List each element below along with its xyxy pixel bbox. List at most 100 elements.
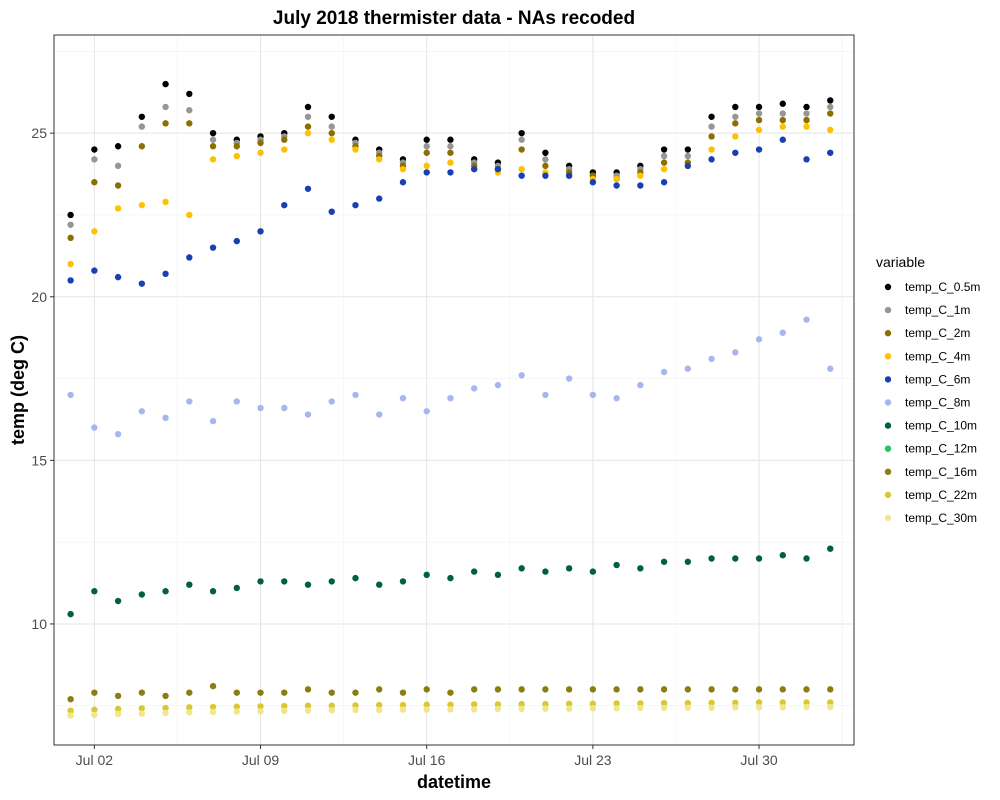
data-point	[91, 228, 98, 235]
data-point	[708, 699, 715, 706]
data-point	[352, 574, 359, 582]
data-point	[233, 237, 240, 245]
legend-key	[884, 514, 892, 522]
data-point	[470, 706, 478, 713]
data-point	[67, 260, 74, 268]
data-point	[91, 267, 98, 274]
data-point	[281, 404, 288, 412]
legend-key	[884, 468, 892, 475]
data-point	[470, 686, 478, 693]
data-point	[91, 146, 98, 153]
legend-label: temp_C_0.5m	[905, 280, 980, 294]
legend-key	[884, 306, 892, 314]
data-point	[542, 705, 549, 712]
data-point	[162, 103, 169, 111]
data-point	[162, 414, 169, 422]
data-point	[399, 578, 407, 585]
legend-item: temp_C_8m	[884, 396, 970, 410]
data-point	[613, 686, 620, 693]
data-point	[708, 686, 715, 693]
data-point	[257, 149, 264, 156]
data-point	[447, 136, 454, 143]
data-point	[233, 584, 240, 592]
data-point	[803, 156, 810, 163]
data-point	[542, 700, 549, 708]
data-point	[589, 700, 597, 707]
data-points	[67, 80, 834, 719]
data-point	[542, 149, 549, 156]
data-point	[518, 165, 525, 173]
data-point	[779, 686, 786, 693]
data-point	[423, 571, 430, 579]
data-point	[304, 707, 312, 714]
data-point	[376, 411, 383, 418]
data-point	[114, 143, 122, 150]
data-point	[328, 689, 335, 696]
data-point	[304, 686, 312, 693]
data-point	[209, 136, 217, 143]
data-point	[376, 195, 383, 202]
legend-item: temp_C_2m	[884, 326, 970, 340]
data-point	[470, 385, 478, 392]
legend-item: temp_C_6m	[884, 372, 970, 386]
data-point	[138, 408, 146, 415]
legend-key	[884, 283, 892, 291]
data-point	[257, 703, 264, 710]
y-axis: 10 15 20 25	[31, 125, 54, 632]
data-point	[162, 709, 169, 717]
data-point	[755, 336, 763, 343]
data-point	[732, 103, 739, 111]
data-point	[352, 706, 359, 714]
data-point	[328, 208, 335, 215]
legend-label: temp_C_16m	[905, 465, 977, 479]
data-point	[138, 143, 146, 150]
data-point	[827, 365, 834, 372]
data-point	[827, 103, 834, 111]
data-point	[91, 156, 98, 163]
data-point	[494, 381, 502, 389]
data-point	[233, 689, 240, 696]
legend-item: temp_C_1m	[884, 303, 970, 317]
data-point	[755, 555, 763, 562]
data-point	[67, 712, 74, 719]
data-point	[518, 565, 525, 572]
legend-label: temp_C_8m	[905, 396, 970, 410]
data-point	[281, 689, 288, 696]
data-point	[684, 558, 692, 565]
data-point	[565, 172, 573, 179]
data-point	[613, 182, 620, 189]
data-point	[565, 375, 573, 382]
data-point	[138, 591, 146, 598]
series-temp_C_10m	[67, 545, 834, 618]
data-point	[209, 143, 217, 150]
data-point	[803, 555, 810, 562]
data-point	[328, 578, 335, 585]
series-temp_C_6m	[67, 136, 834, 287]
data-point	[518, 146, 525, 153]
data-point	[732, 699, 739, 706]
data-point	[91, 711, 98, 719]
legend-title: variable	[876, 254, 925, 270]
data-point	[660, 165, 668, 173]
data-point	[779, 136, 786, 143]
data-point	[209, 156, 217, 163]
data-point	[732, 555, 739, 562]
data-point	[304, 411, 312, 418]
data-point	[352, 201, 359, 209]
data-point	[423, 686, 430, 693]
data-point	[447, 169, 454, 176]
data-point	[233, 152, 240, 160]
data-point	[518, 700, 525, 708]
data-point	[67, 695, 74, 703]
data-point	[755, 146, 763, 153]
data-point	[304, 123, 312, 130]
data-point	[67, 211, 74, 219]
legend-label: temp_C_22m	[905, 488, 977, 502]
data-point	[114, 430, 122, 438]
legend-key	[884, 422, 892, 429]
data-point	[755, 103, 763, 111]
data-point	[494, 571, 502, 579]
data-point	[281, 578, 288, 585]
data-point	[613, 561, 620, 569]
data-point	[186, 90, 193, 98]
